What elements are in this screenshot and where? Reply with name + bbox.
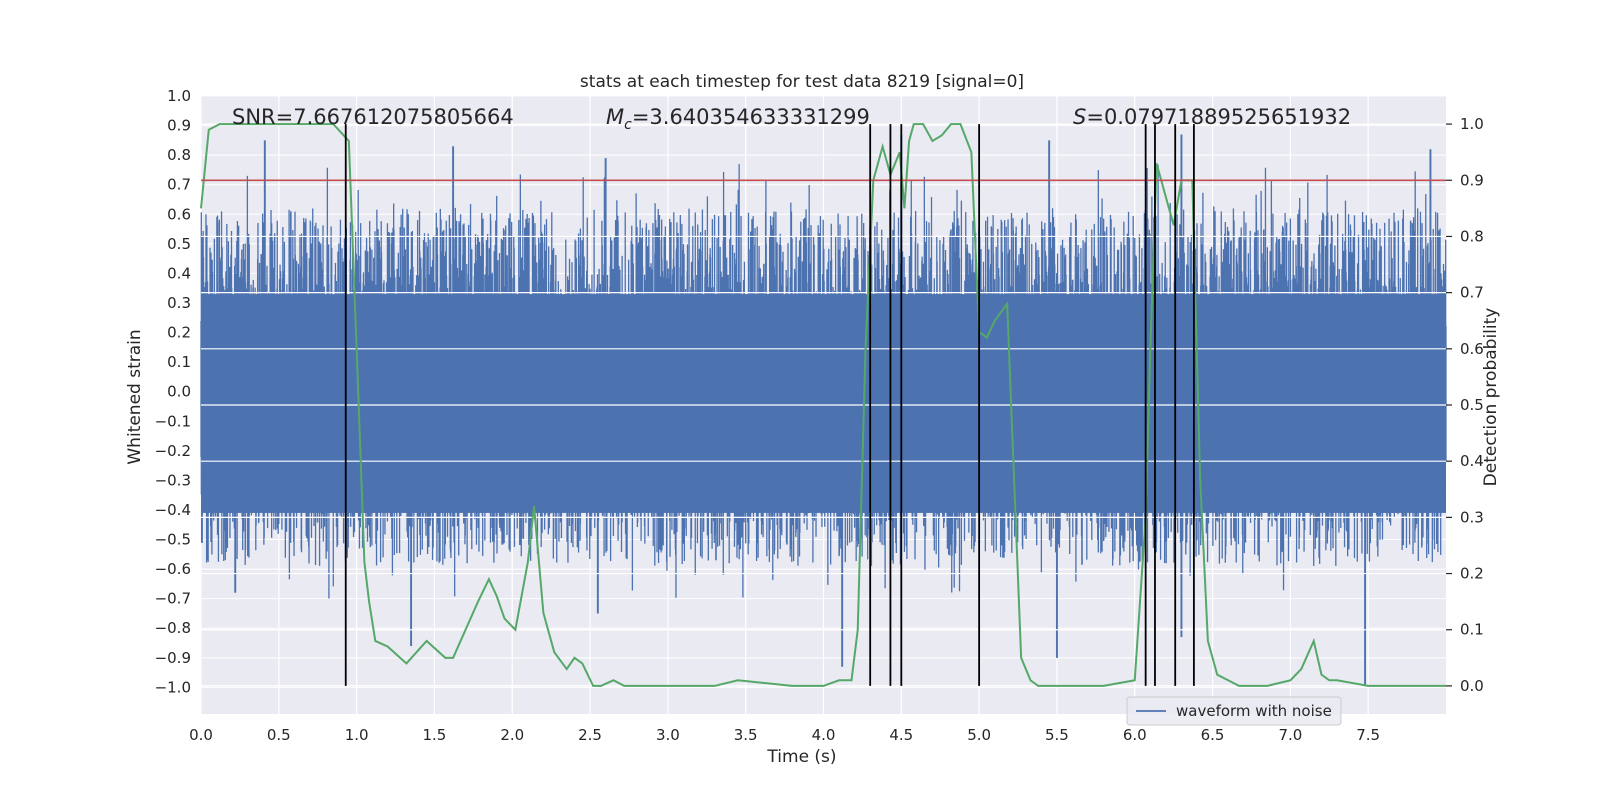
legend-entry: waveform with noise (1176, 702, 1332, 720)
y2-tick-label: 0.7 (1460, 284, 1484, 302)
x-tick-label: 6.0 (1123, 726, 1147, 744)
x-tick-label: 1.0 (345, 726, 369, 744)
event-lines (344, 124, 1195, 686)
waveform-series (200, 123, 1447, 687)
grid-overlay (201, 123, 1446, 687)
y2-tick-label: 0.6 (1460, 340, 1484, 358)
snr-annotation: SNR=7.667612075805664 (232, 105, 514, 129)
y2-tick-label: 0.8 (1460, 227, 1484, 245)
x-axis-ticks: 0.0 0.5 1.0 1.5 2.0 2.5 3.0 3.5 4.0 4.5 5.0 5.5 6.0 6… (189, 726, 1380, 744)
mc-annotation: Mc=3.640354633331299 (606, 105, 870, 133)
x-tick-label: 7.0 (1278, 726, 1302, 744)
y-tick-label: −0.3 (155, 471, 191, 489)
y-axis-label: Whitened strain (125, 329, 145, 464)
y-tick-label: −0.1 (155, 412, 191, 430)
y-tick-label: 0.3 (167, 294, 191, 312)
y-tick-label: −0.8 (155, 619, 191, 637)
y-tick-label: 1.0 (167, 87, 191, 105)
y-tick-label: 0.9 (167, 117, 191, 135)
x-tick-label: 2.5 (578, 726, 602, 744)
y-tick-label: 0.2 (167, 324, 191, 342)
y-tick-label: −0.5 (155, 531, 191, 549)
mc-symbol: M (606, 105, 624, 129)
x-tick-label: 0.0 (189, 726, 213, 744)
y2-axis-ticks: 1.0 0.9 0.8 0.7 0.6 0.5 0.4 0.3 0.2 0.1 0.0 (1446, 115, 1484, 695)
y-axis-ticks: 1.0 0.9 0.8 0.7 0.6 0.5 0.4 0.3 0.2 0.1 0.0 −0.1 −0.… (155, 87, 191, 696)
y-tick-label: −1.0 (155, 678, 191, 696)
detection-probability-line (200, 123, 1446, 687)
y-tick-label: −0.9 (155, 649, 191, 667)
s-symbol: S (1073, 105, 1086, 129)
chart-title: stats at each timestep for test data 821… (580, 72, 1024, 92)
y2-tick-label: 0.1 (1460, 621, 1484, 639)
y2-tick-label: 1.0 (1460, 115, 1484, 133)
mc-subscript: c (624, 117, 632, 133)
y-tick-label: −0.2 (155, 442, 191, 460)
y-tick-label: −0.6 (155, 560, 191, 578)
x-axis-label: Time (s) (766, 747, 836, 767)
mc-value: =3.640354633331299 (632, 105, 870, 129)
y-tick-label: 0.6 (167, 205, 191, 223)
waveform-trace (200, 134, 1447, 685)
x-tick-label: 6.5 (1201, 726, 1225, 744)
x-tick-label: 5.0 (967, 726, 991, 744)
y2-tick-label: 0.2 (1460, 565, 1484, 583)
y2-tick-label: 0.3 (1460, 508, 1484, 526)
x-tick-label: 7.5 (1356, 726, 1380, 744)
y-tick-label: 0.8 (167, 146, 191, 164)
y-tick-label: 0.1 (167, 353, 191, 371)
x-tick-label: 0.5 (267, 726, 291, 744)
x-tick-label: 1.5 (423, 726, 447, 744)
x-tick-label: 3.0 (656, 726, 680, 744)
x-tick-label: 3.5 (734, 726, 758, 744)
y-tick-label: 0.5 (167, 235, 191, 253)
y2-tick-label: 0.5 (1460, 396, 1484, 414)
y-tick-label: 0.0 (167, 383, 191, 401)
s-annotation: S=0.07971889525651932 (1073, 105, 1351, 129)
y-tick-label: −0.7 (155, 590, 191, 608)
x-tick-label: 4.5 (889, 726, 913, 744)
y2-tick-label: 0.0 (1460, 677, 1484, 695)
x-tick-label: 2.0 (500, 726, 524, 744)
y2-tick-label: 0.9 (1460, 171, 1484, 189)
x-tick-label: 4.0 (812, 726, 836, 744)
s-value: =0.07971889525651932 (1086, 105, 1351, 129)
y-tick-label: −0.4 (155, 501, 191, 519)
y2-axis-label: Detection probability (1481, 308, 1501, 487)
y-tick-label: 0.4 (167, 264, 191, 282)
legend-box (1126, 696, 1342, 726)
y2-tick-label: 0.4 (1460, 452, 1484, 470)
legend: waveform with noise (1126, 696, 1342, 726)
x-tick-label: 5.5 (1045, 726, 1069, 744)
y-tick-label: 0.7 (167, 176, 191, 194)
